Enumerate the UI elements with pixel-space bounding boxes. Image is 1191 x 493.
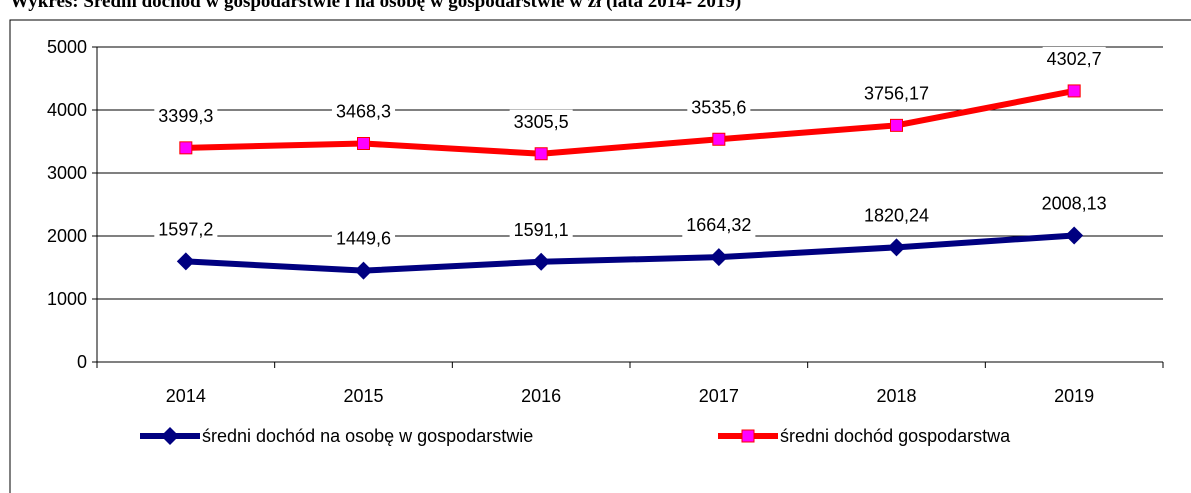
data-point [709,248,728,267]
data-point [354,261,373,280]
data-point [357,136,370,150]
series-line [185,232,1075,274]
data-point [887,238,906,257]
data-label-bg [154,217,218,242]
data-point [179,141,193,155]
data-label-bg [859,81,934,106]
data-label: 3305,5 [514,112,569,132]
data-label-bg [1037,191,1111,216]
data-label-bg [331,226,396,251]
data-label: 3535,6 [691,97,746,117]
data-point [1067,84,1081,98]
data-point [890,118,903,132]
data-point [532,252,551,271]
y-tick-label: 1000 [47,289,87,309]
data-label-bg [687,95,751,120]
series-line [185,87,1075,157]
data-label-bg [509,217,573,242]
y-tick-label: 2000 [47,226,87,246]
data-point [712,132,726,146]
data-label-bg [1042,46,1106,71]
y-tick-label: 0 [77,352,87,372]
data-label-bg [682,213,756,238]
data-label: 1449,6 [336,229,391,249]
data-label: 1664,32 [686,215,751,235]
x-tick-label: 2019 [1054,386,1094,406]
data-label: 1597,2 [158,219,213,239]
x-tick-label: 2015 [343,386,383,406]
y-tick-label: 5000 [47,37,87,57]
y-tick-label: 3000 [47,163,87,183]
data-label-bg [154,103,218,128]
legend-label: średni dochód na osobę w gospodarstwie [202,426,533,446]
data-label: 3468,3 [336,101,391,121]
chart-title: Wykres: Średni dochód w gospodarstwie i … [10,0,741,12]
data-label-bg [331,99,396,124]
y-tick-label: 4000 [47,100,87,120]
x-tick-label: 2014 [166,386,206,406]
data-label: 3756,17 [864,83,929,103]
x-tick-label: 2018 [876,386,916,406]
legend-marker [161,427,179,445]
chart-frame [9,19,1191,493]
data-point [176,252,195,271]
legend-label: średni dochód gospodarstwa [780,426,1011,446]
data-label: 3399,3 [158,106,213,126]
legend-marker [741,429,755,443]
data-point [534,147,548,161]
data-label: 4302,7 [1047,49,1102,69]
x-tick-label: 2017 [699,386,739,406]
data-label-bg [859,203,934,228]
data-label-bg [509,109,573,134]
data-point [1065,226,1084,245]
data-label: 1820,24 [864,205,929,225]
x-tick-label: 2016 [521,386,561,406]
data-label: 2008,13 [1042,193,1107,213]
data-label: 1591,1 [514,220,569,240]
